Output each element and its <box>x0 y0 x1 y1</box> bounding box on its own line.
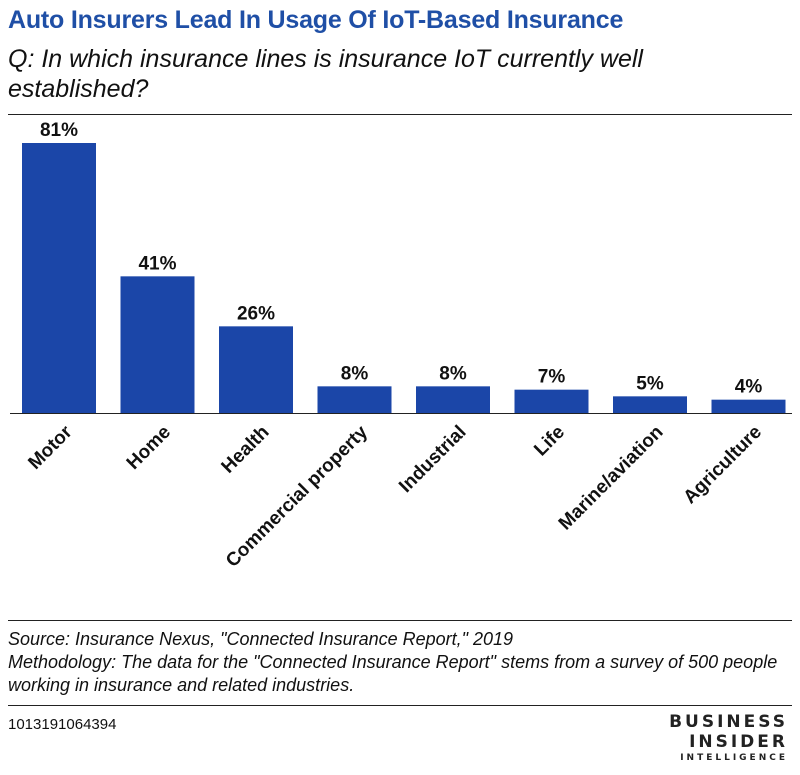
category-label: Health <box>218 422 274 478</box>
data-label: 41% <box>138 253 176 274</box>
bar-home <box>120 276 195 413</box>
methodology-note: Methodology: The data for the "Connected… <box>8 652 778 695</box>
business-insider-intelligence-logo: BUSINESS INSIDER INTELLIGENCE <box>669 712 788 764</box>
bar-life <box>514 389 589 413</box>
source-note: Source: Insurance Nexus, "Connected Insu… <box>8 629 514 649</box>
logo-line-3: INTELLIGENCE <box>680 753 788 763</box>
data-label: 8% <box>439 363 467 384</box>
data-label: 5% <box>636 373 664 394</box>
footer-divider <box>8 620 792 621</box>
chart-subtitle: Q: In which insurance lines is insurance… <box>8 45 643 103</box>
logo-line-1: BUSINESS <box>669 712 788 732</box>
bar-commercial-property <box>317 386 392 413</box>
data-label: 8% <box>341 363 369 384</box>
category-label: Motor <box>24 421 77 474</box>
bottom-divider <box>8 705 792 706</box>
bar-agriculture <box>711 399 786 413</box>
category-label: Industrial <box>395 422 470 497</box>
chart-footer: Source: Insurance Nexus, "Connected Insu… <box>8 628 793 697</box>
bar-health <box>219 326 293 413</box>
logo-line-2: INSIDER <box>689 732 788 752</box>
category-label: Agriculture <box>680 422 767 509</box>
top-divider <box>8 114 792 115</box>
bar-motor <box>22 143 96 413</box>
category-label: Life <box>530 422 569 461</box>
bar-industrial <box>416 386 490 413</box>
category-label: Marine/aviation <box>555 422 668 535</box>
bar-marine-aviation <box>613 396 687 413</box>
category-label: Home <box>123 422 175 474</box>
chart-title: Auto Insurers Lead In Usage Of IoT-Based… <box>8 6 624 34</box>
data-label: 7% <box>538 367 566 388</box>
chart-id: 1013191064394 <box>8 716 117 733</box>
data-label: 26% <box>237 303 275 324</box>
data-label: 81% <box>40 120 78 141</box>
data-label: 4% <box>735 377 763 398</box>
